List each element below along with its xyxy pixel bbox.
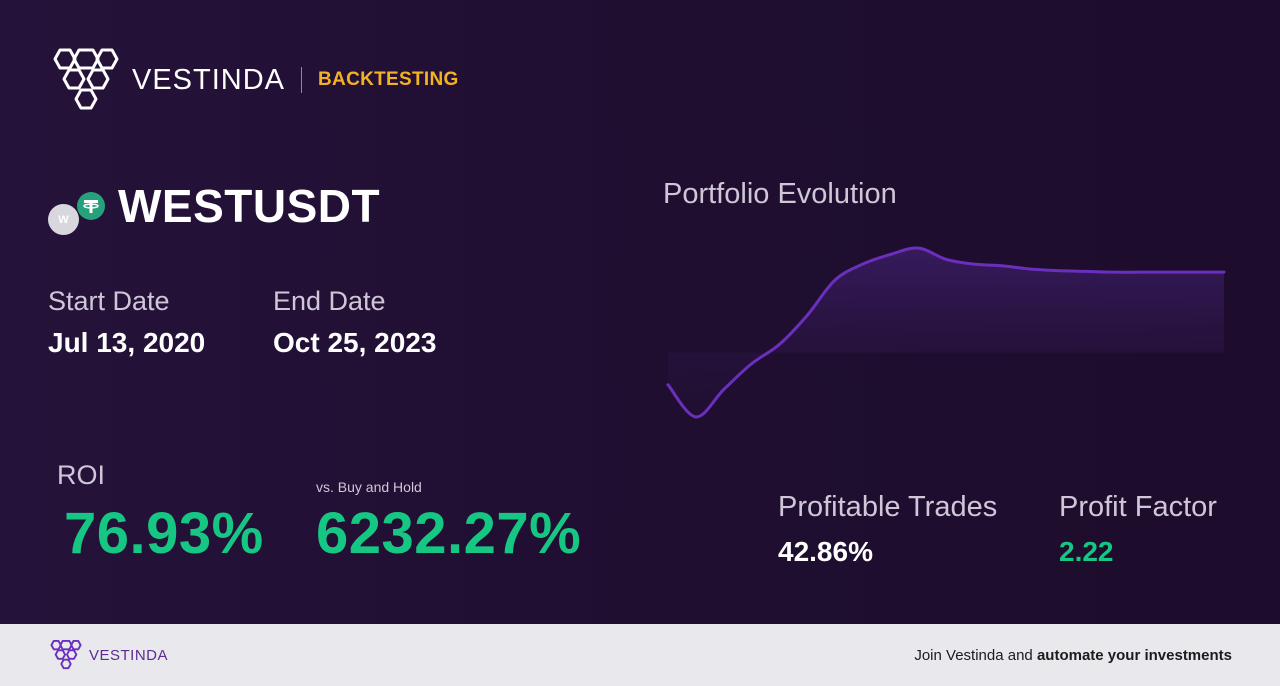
profit-factor-label: Profit Factor: [1059, 491, 1217, 523]
footer-cta[interactable]: Join Vestinda and automate your investme…: [914, 647, 1232, 664]
brand-name: VESTINDA: [132, 63, 286, 96]
footer-cta-prefix: Join Vestinda and: [914, 646, 1037, 664]
start-date: Start Date Jul 13, 2020: [48, 286, 205, 359]
coin-icons: W: [48, 178, 108, 235]
chart-series-line: [666, 246, 1226, 419]
brand-divider: [301, 67, 303, 93]
footer-bar: VESTINDA Join Vestinda and automate your…: [0, 624, 1280, 686]
hexagon-cluster-icon: [53, 48, 119, 110]
west-coin-icon: W: [48, 204, 79, 235]
tether-icon: [77, 192, 105, 220]
profitable-trades-value: 42.86%: [778, 536, 873, 567]
roi-value: 76.93%: [64, 501, 264, 566]
pair-symbol: WESTUSDT: [118, 180, 381, 232]
backtest-card: VESTINDA BACKTESTING W WESTUSDT Start Da…: [0, 0, 1280, 624]
portfolio-chart: [666, 246, 1226, 419]
end-date-value: Oct 25, 2023: [273, 327, 437, 358]
section-label: BACKTESTING: [318, 69, 459, 90]
profit-factor-value: 2.22: [1059, 536, 1114, 567]
footer-brand[interactable]: VESTINDA: [48, 639, 168, 671]
buy-hold-label: vs. Buy and Hold: [316, 479, 422, 495]
buy-hold-value: 6232.27%: [316, 501, 582, 566]
footer-brand-name: VESTINDA: [89, 646, 169, 664]
profitable-trades-label: Profitable Trades: [778, 491, 998, 523]
profit-factor: Profit Factor 2.22: [1059, 491, 1217, 568]
chart-title: Portfolio Evolution: [663, 178, 897, 210]
tether-glyph: [83, 200, 99, 213]
end-date: End Date Oct 25, 2023: [273, 286, 436, 359]
west-coin-letter: W: [58, 213, 69, 226]
profitable-trades: Profitable Trades 42.86%: [778, 491, 997, 568]
footer-cta-bold: automate your investments: [1036, 646, 1232, 664]
trading-pair: W WESTUSDT: [48, 178, 381, 235]
brand-header: VESTINDA BACKTESTING: [48, 46, 459, 114]
roi-label: ROI: [57, 460, 106, 490]
chart-area-fill: [668, 247, 1224, 417]
start-date-label: Start Date: [48, 286, 170, 316]
end-date-label: End Date: [273, 286, 386, 316]
start-date-value: Jul 13, 2020: [48, 327, 206, 358]
hexagon-cluster-icon: [50, 639, 82, 670]
